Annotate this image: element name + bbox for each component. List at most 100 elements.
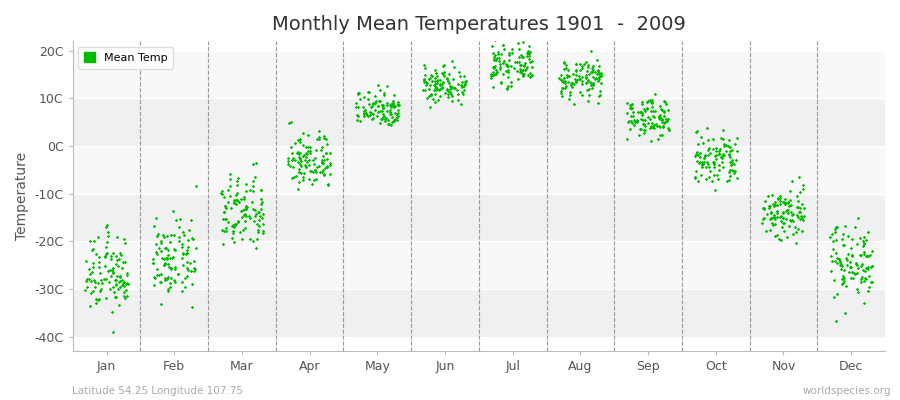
Point bbox=[78, 286, 93, 293]
Point bbox=[841, 251, 855, 257]
Point bbox=[160, 252, 175, 258]
Point bbox=[829, 224, 843, 230]
Point bbox=[82, 271, 96, 277]
Point bbox=[629, 117, 643, 123]
Point bbox=[368, 100, 382, 106]
Point bbox=[436, 79, 451, 86]
Point bbox=[240, 204, 255, 210]
Point bbox=[785, 178, 799, 184]
Point bbox=[243, 187, 257, 193]
Point bbox=[429, 78, 444, 85]
Point bbox=[91, 280, 105, 287]
Point bbox=[554, 78, 569, 84]
Point bbox=[501, 74, 516, 80]
Point bbox=[834, 276, 849, 282]
Point bbox=[848, 224, 862, 230]
Point bbox=[836, 278, 850, 284]
Point bbox=[284, 162, 298, 169]
Point bbox=[646, 108, 661, 114]
Point bbox=[654, 106, 669, 112]
Point bbox=[659, 116, 673, 122]
Point bbox=[521, 51, 535, 58]
Point bbox=[109, 272, 123, 279]
Point bbox=[246, 188, 260, 194]
Point bbox=[236, 226, 250, 233]
Point bbox=[175, 288, 189, 294]
Point bbox=[303, 168, 318, 174]
Point bbox=[776, 199, 790, 205]
Point bbox=[791, 214, 806, 220]
Point bbox=[515, 54, 529, 60]
Point bbox=[378, 118, 392, 124]
Point bbox=[508, 59, 522, 65]
Point bbox=[252, 217, 266, 223]
Point bbox=[219, 225, 233, 231]
Point bbox=[783, 196, 797, 203]
Point bbox=[773, 193, 788, 199]
Point bbox=[760, 211, 775, 217]
Point bbox=[447, 85, 462, 91]
Point bbox=[315, 144, 329, 151]
Point bbox=[317, 170, 331, 177]
Point bbox=[375, 102, 390, 108]
Point bbox=[159, 232, 174, 239]
Point bbox=[439, 76, 454, 82]
Point bbox=[175, 241, 189, 247]
Point bbox=[786, 211, 800, 218]
Point bbox=[290, 150, 304, 156]
Point bbox=[509, 68, 524, 74]
Point bbox=[320, 164, 335, 171]
Point bbox=[507, 65, 521, 72]
Point bbox=[860, 288, 875, 294]
Point bbox=[827, 293, 842, 300]
Point bbox=[634, 101, 649, 108]
Point bbox=[314, 160, 328, 166]
Point bbox=[845, 252, 859, 258]
Point bbox=[624, 118, 638, 125]
Point bbox=[768, 198, 782, 205]
Point bbox=[703, 150, 717, 156]
Point bbox=[297, 170, 311, 176]
Point bbox=[629, 118, 643, 124]
Point bbox=[501, 69, 516, 75]
Point bbox=[579, 74, 593, 80]
Point bbox=[238, 206, 252, 212]
Point bbox=[430, 80, 445, 86]
Point bbox=[221, 219, 236, 225]
Point bbox=[362, 101, 376, 108]
Point bbox=[442, 80, 456, 86]
Point bbox=[512, 59, 526, 65]
Point bbox=[438, 90, 453, 96]
Point bbox=[316, 152, 330, 159]
Point bbox=[796, 201, 810, 207]
Point bbox=[390, 114, 404, 120]
Point bbox=[657, 120, 671, 126]
Point bbox=[433, 86, 447, 92]
Point bbox=[81, 266, 95, 272]
Point bbox=[706, 163, 721, 170]
Point bbox=[186, 268, 201, 274]
Point bbox=[229, 197, 243, 203]
Point bbox=[217, 209, 231, 215]
Point bbox=[238, 225, 252, 231]
Point bbox=[179, 250, 194, 257]
Point bbox=[792, 174, 806, 180]
Point bbox=[514, 66, 528, 73]
Point bbox=[148, 241, 163, 247]
Point bbox=[862, 284, 877, 290]
Point bbox=[360, 112, 374, 118]
Point bbox=[756, 216, 770, 222]
Point bbox=[523, 49, 537, 55]
Point bbox=[217, 228, 231, 234]
Point bbox=[623, 102, 637, 108]
Point bbox=[634, 109, 648, 115]
Point bbox=[154, 240, 168, 246]
Point bbox=[106, 249, 121, 256]
Point bbox=[381, 117, 395, 123]
Point bbox=[727, 168, 742, 174]
Point bbox=[147, 259, 161, 266]
Point bbox=[559, 65, 573, 71]
Point bbox=[490, 66, 504, 73]
Point bbox=[857, 239, 871, 246]
Point bbox=[443, 89, 457, 96]
